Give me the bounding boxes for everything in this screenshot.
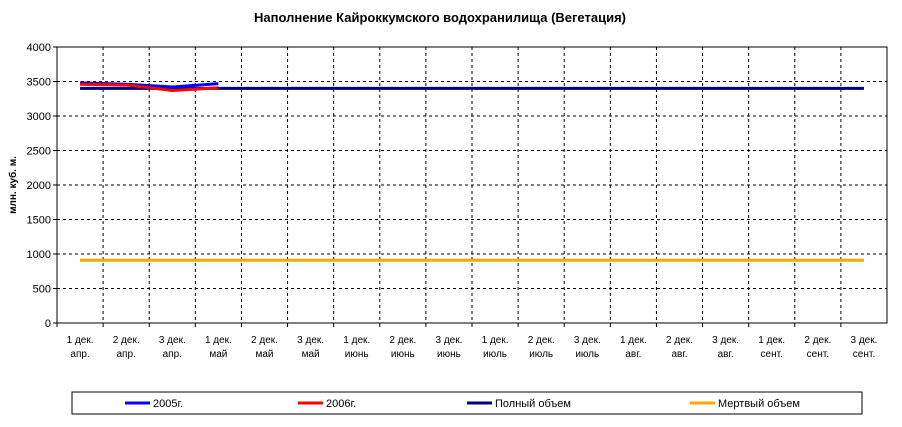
x-tick-label-line: май: [255, 349, 273, 360]
x-tick-label-line: 2 дек.: [804, 335, 831, 346]
x-tick-label-line: авг.: [671, 349, 687, 360]
x-tick-label-line: 1 дек.: [205, 335, 232, 346]
x-tick-label-line: апр.: [117, 349, 136, 360]
x-tick-label: 1 дек. сент.: [758, 335, 785, 360]
x-tick-label-line: авг.: [625, 349, 641, 360]
x-tick-label-line: 1 дек.: [758, 335, 785, 346]
x-tick-label: 3 дек. июль: [574, 335, 601, 360]
y-tick-label: 4000: [27, 42, 51, 54]
legend-label: 2006г.: [326, 398, 356, 410]
x-tick-label-line: июнь: [391, 349, 415, 360]
x-tick-label: 1 дек. июнь: [343, 335, 370, 360]
legend-box: [71, 391, 863, 415]
x-tick-label: 2 дек. июнь: [389, 335, 416, 360]
x-tick-label-line: июль: [575, 349, 599, 360]
x-tick-label-line: июль: [483, 349, 507, 360]
legend-label: Полный объем: [495, 398, 571, 410]
x-tick-label-line: 1 дек.: [343, 335, 370, 346]
x-tick-label-line: май: [302, 349, 320, 360]
x-tick-label-line: апр.: [163, 349, 182, 360]
x-tick-label-line: сент.: [853, 349, 875, 360]
x-tick-label-line: июль: [529, 349, 553, 360]
x-tick-label: 1 дек. май: [205, 335, 232, 360]
x-tick-label-line: авг.: [718, 349, 734, 360]
series-line: [80, 82, 219, 92]
y-tick-label: 3000: [27, 111, 51, 123]
x-tick-label: 2 дек. авг.: [666, 335, 693, 360]
x-tick-label: 3 дек. авг.: [712, 335, 739, 360]
x-tick-label: 2 дек. сент.: [804, 335, 831, 360]
x-tick-label-line: 2 дек.: [389, 335, 416, 346]
x-tick-label-line: 1 дек.: [620, 335, 647, 346]
x-tick-label-line: июнь: [345, 349, 369, 360]
x-tick-label-line: 1 дек.: [67, 335, 94, 346]
y-tick-label: 2500: [27, 146, 51, 158]
x-tick-label-line: 2 дек.: [528, 335, 555, 346]
x-tick-label-line: 3 дек.: [159, 335, 186, 346]
x-tick-label-line: 1 дек.: [482, 335, 509, 346]
x-tick-label: 2 дек. май: [251, 335, 278, 360]
x-tick-label: 3 дек. июнь: [435, 335, 462, 360]
legend-label: 2005г.: [153, 398, 183, 410]
x-tick-label-line: июнь: [437, 349, 461, 360]
x-tick-label-line: 3 дек.: [574, 335, 601, 346]
x-tick-label-line: 2 дек.: [666, 335, 693, 346]
x-tick-label-line: май: [209, 349, 227, 360]
y-tick-label: 2000: [27, 180, 51, 192]
x-tick-label-line: сент.: [807, 349, 829, 360]
x-tick-label-line: апр.: [70, 349, 89, 360]
y-tick-label: 1500: [27, 215, 51, 227]
x-tick-label-line: 2 дек.: [251, 335, 278, 346]
x-tick-label-line: 3 дек.: [712, 335, 739, 346]
y-tick-label: 0: [45, 318, 51, 330]
x-tick-label-line: 3 дек.: [297, 335, 324, 346]
x-tick-label: 1 дек. апр.: [67, 335, 94, 360]
x-tick-label-line: 2 дек.: [113, 335, 140, 346]
x-tick-label: 2 дек. апр.: [113, 335, 140, 360]
x-tick-label: 2 дек. июль: [528, 335, 555, 360]
x-tick-label: 3 дек. сент.: [850, 335, 877, 360]
chart-title: Наполнение Кайроккумского водохранилища …: [254, 10, 626, 25]
y-axis-label: млн. куб. м.: [7, 156, 19, 214]
x-tick-label: 1 дек. авг.: [620, 335, 647, 360]
x-tick-label: 3 дек. апр.: [159, 335, 186, 360]
x-tick-label-line: 3 дек.: [850, 335, 877, 346]
x-tick-label: 3 дек. май: [297, 335, 324, 360]
x-tick-label-line: сент.: [761, 349, 783, 360]
legend-label: Мертвый объем: [718, 398, 800, 410]
x-tick-label: 1 дек. июль: [482, 335, 509, 360]
x-tick-label-line: 3 дек.: [435, 335, 462, 346]
y-tick-label: 3500: [27, 77, 51, 89]
y-tick-label: 500: [33, 284, 51, 296]
y-tick-label: 1000: [27, 249, 51, 261]
